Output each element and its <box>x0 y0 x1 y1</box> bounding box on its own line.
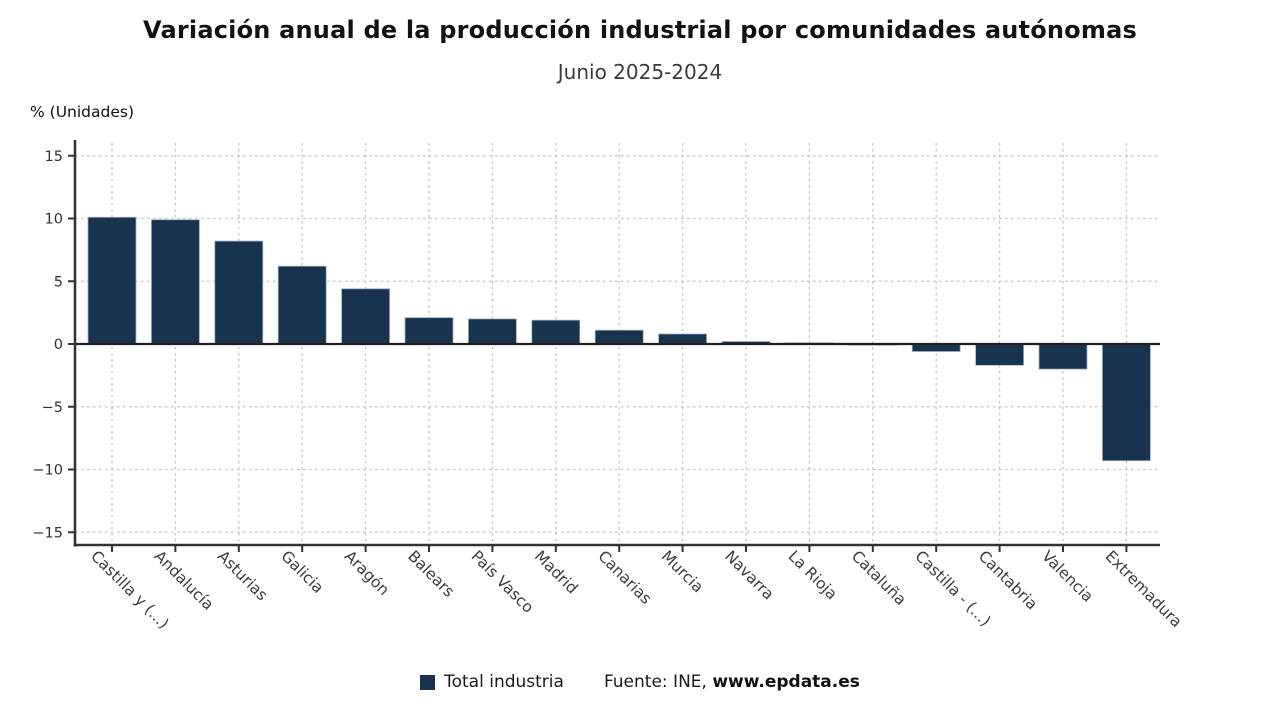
bar <box>1038 343 1088 370</box>
y-tick-label: −15 <box>32 525 63 541</box>
x-tick-label: Murcia <box>658 547 707 596</box>
x-tick-label: Aragón <box>341 547 393 599</box>
x-tick-label: Balears <box>404 547 458 601</box>
bar <box>150 219 200 345</box>
y-tick-label: 15 <box>45 149 63 165</box>
y-tick-label: 0 <box>54 337 63 353</box>
bar <box>214 240 264 345</box>
x-tick-label: Andalucía <box>151 547 218 614</box>
x-tick-label: Canarias <box>594 547 655 608</box>
bar <box>1102 343 1151 462</box>
chart-subtitle: Junio 2025-2024 <box>557 60 723 84</box>
bar <box>658 333 707 345</box>
x-tick-label: Cataluña <box>848 547 910 609</box>
y-tick-label: 10 <box>45 212 63 228</box>
legend-swatch-total-industria <box>420 674 436 690</box>
bar <box>594 329 644 345</box>
x-tick-label: La Rioja <box>785 547 841 603</box>
bar <box>277 265 327 345</box>
bar <box>404 317 454 345</box>
chart-title: Variación anual de la producción industr… <box>143 16 1137 44</box>
bar <box>531 319 581 345</box>
x-tick-label: País Vasco <box>468 547 538 617</box>
x-tick-label: Extremadura <box>1102 547 1186 631</box>
x-tick-label: Valencia <box>1038 547 1097 606</box>
bar <box>341 288 391 345</box>
y-tick-label: 5 <box>54 274 63 290</box>
source-text: Fuente: INE, <box>603 672 713 692</box>
y-tick-label: −10 <box>32 463 63 479</box>
legend-label: Total industria <box>444 672 564 692</box>
x-tick-label: Navarra <box>721 547 777 603</box>
x-tick-label: Asturias <box>214 547 271 604</box>
x-tick-label: Galicia <box>277 547 327 597</box>
bar <box>975 343 1024 366</box>
source-site-link[interactable]: www.epdata.es <box>712 672 860 692</box>
x-tick-label: Cantabria <box>975 547 1041 613</box>
bar <box>87 216 137 345</box>
legend: Total industria Fuente: INE, www.epdata.… <box>0 672 1280 692</box>
y-axis-unit-label: % (Unidades) <box>30 103 135 121</box>
y-tick-label: −5 <box>42 400 63 416</box>
bar <box>911 343 961 352</box>
bar <box>467 318 517 345</box>
x-tick-label: Madrid <box>531 547 581 597</box>
